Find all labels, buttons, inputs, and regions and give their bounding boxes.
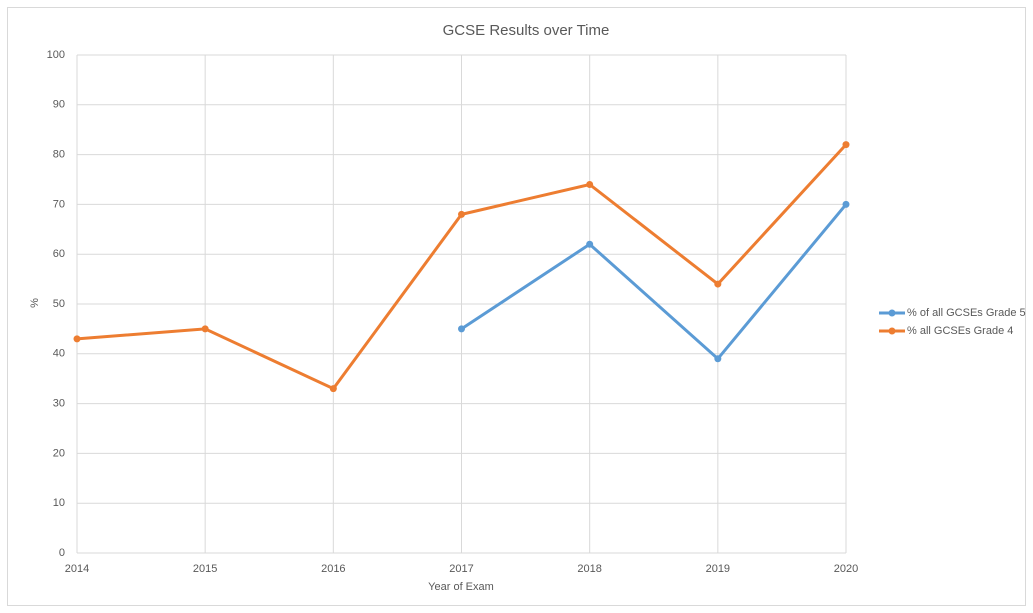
y-tick-label: 30 [53, 398, 65, 410]
data-point [458, 210, 465, 218]
x-tick-label: 2016 [321, 563, 345, 575]
y-tick-label: 20 [53, 447, 65, 459]
y-tick-label: 70 [53, 198, 65, 210]
x-tick-label: 2019 [706, 563, 730, 575]
y-tick-label: 40 [53, 348, 65, 360]
data-point [714, 355, 722, 363]
data-point [586, 240, 594, 248]
y-tick-label: 90 [53, 99, 65, 111]
legend-marker [888, 327, 896, 335]
series-line [460, 203, 848, 361]
data-point [73, 335, 81, 343]
x-tick-label: 2020 [834, 563, 858, 575]
x-tick-label: 2017 [449, 563, 473, 575]
x-tick-label: 2018 [577, 563, 601, 575]
y-tick-label: 80 [53, 149, 65, 161]
legend-label: % of all GCSEs Grade 5 [907, 307, 1026, 319]
legend-marker [888, 309, 896, 317]
y-tick-label: 60 [53, 248, 65, 260]
data-point [329, 385, 337, 393]
y-tick-label: 0 [59, 547, 65, 559]
data-point [586, 180, 594, 188]
x-tick-label: 2014 [65, 563, 89, 575]
y-tick-label: 50 [53, 298, 65, 310]
data-point [458, 325, 465, 333]
data-point [201, 325, 209, 333]
chart-border [7, 7, 1026, 606]
y-tick-label: 10 [53, 497, 65, 509]
chart-title: GCSE Results over Time [443, 22, 610, 39]
y-axis-label: % [29, 298, 41, 308]
legend-label: % all GCSEs Grade 4 [907, 325, 1013, 337]
data-point [714, 280, 722, 288]
y-tick-label: 100 [47, 49, 65, 61]
data-point [842, 200, 850, 208]
x-axis-label: Year of Exam [428, 581, 494, 593]
data-point [842, 141, 850, 149]
x-tick-label: 2015 [193, 563, 217, 575]
